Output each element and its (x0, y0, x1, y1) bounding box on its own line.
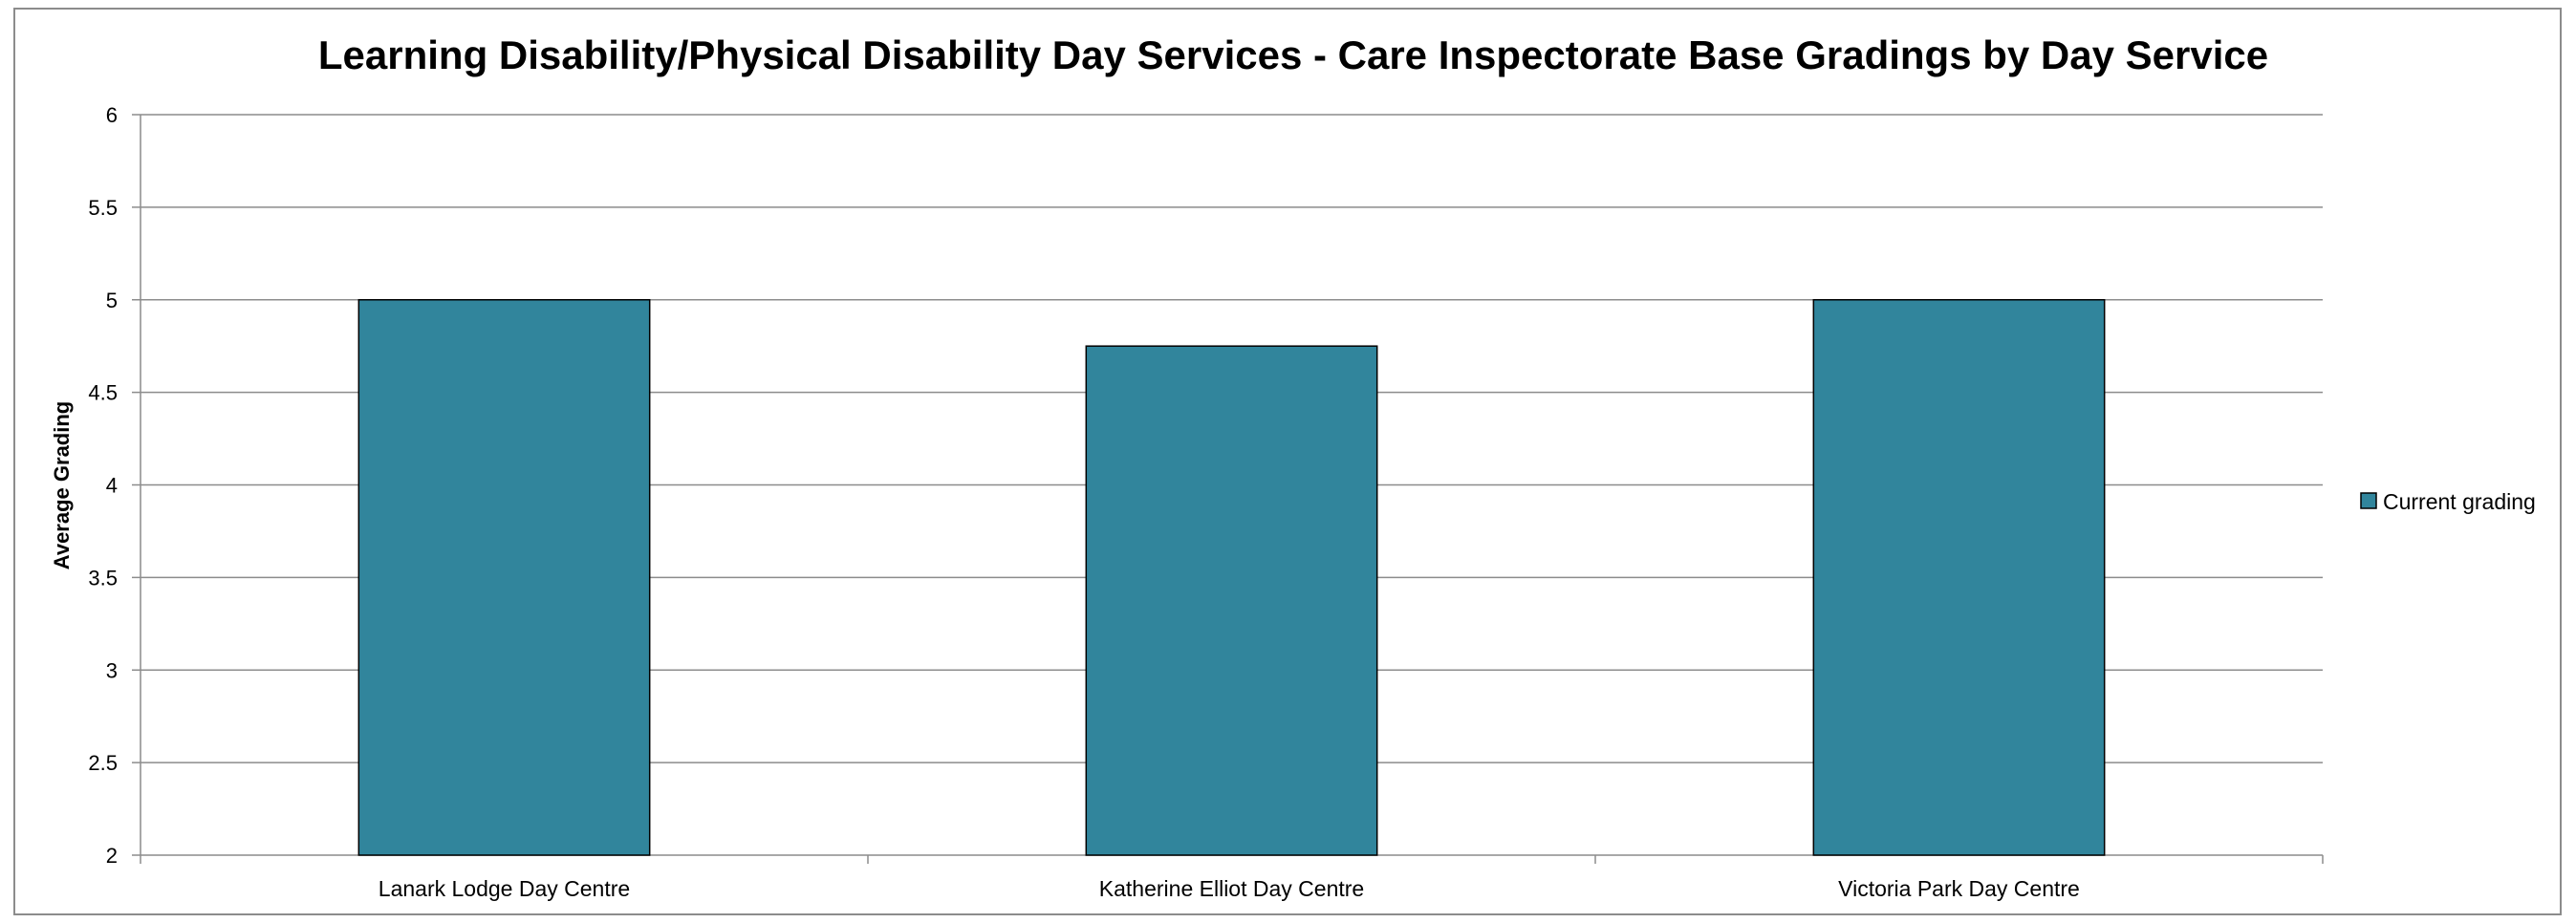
chart-title: Learning Disability/Physical Disability … (318, 32, 2268, 77)
y-tick-label: 4.5 (88, 381, 118, 405)
y-tick-label: 3 (106, 658, 118, 682)
y-tick-label: 5.5 (88, 196, 118, 220)
bar (1812, 299, 2106, 856)
x-category-label: Victoria Park Day Centre (1838, 876, 2080, 901)
y-tick-label: 3.5 (88, 566, 118, 590)
y-tick-label: 2.5 (88, 751, 118, 775)
x-category-label: Lanark Lodge Day Centre (379, 876, 630, 901)
category-labels: Lanark Lodge Day Centre Katherine Elliot … (379, 876, 2080, 901)
y-tick-labels: 2 2.5 3 3.5 4 4.5 5 5.5 6 (88, 103, 118, 868)
y-tick-label: 6 (106, 103, 118, 127)
y-axis-title: Average Grading (50, 401, 74, 569)
x-category-label: Katherine Elliot Day Centre (1099, 876, 1364, 901)
bar (1085, 345, 1378, 856)
bars (357, 299, 2106, 856)
y-tick-label: 2 (106, 844, 118, 868)
y-tick-label: 4 (106, 474, 118, 498)
legend-swatch-current-grading (2360, 492, 2377, 509)
bar (357, 299, 651, 856)
y-tick-label: 5 (106, 289, 118, 312)
legend-label-current-grading: Current grading (2383, 489, 2536, 514)
legend: Current grading (2360, 489, 2536, 514)
